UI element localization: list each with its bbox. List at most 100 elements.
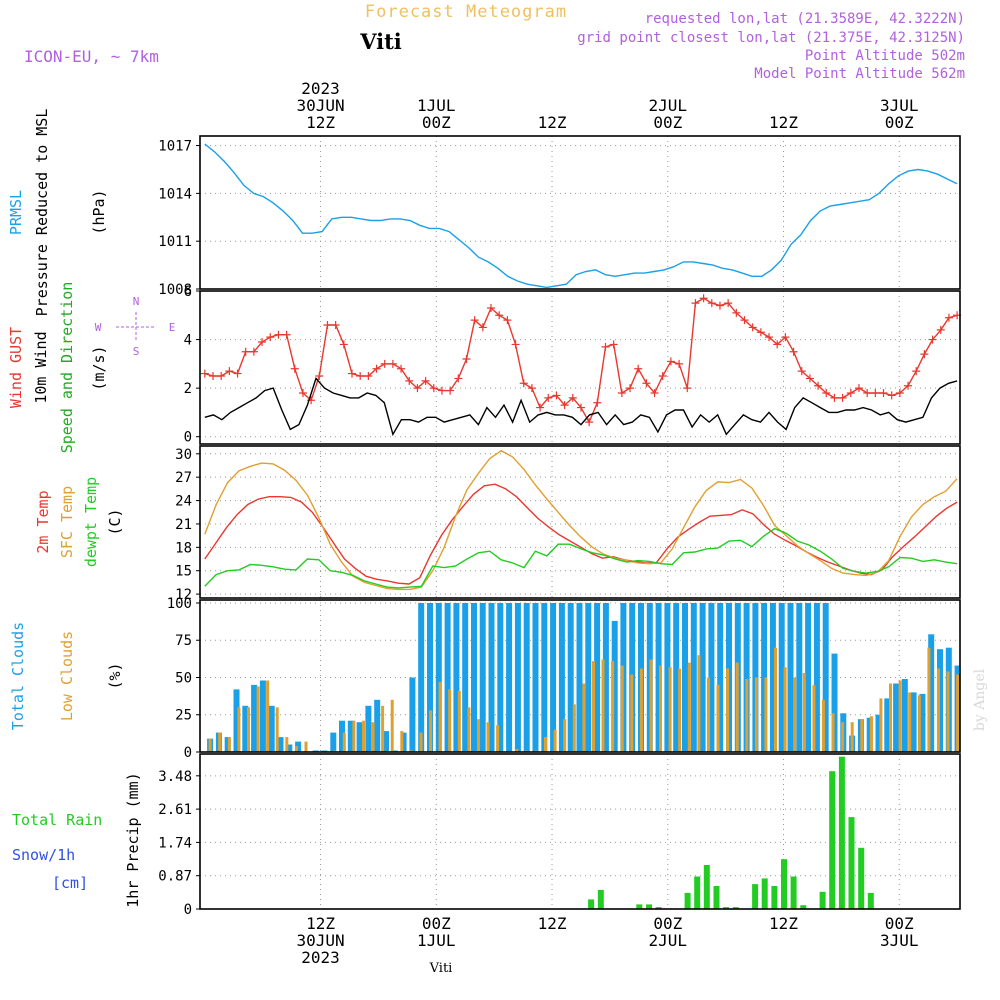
total-bar <box>910 692 917 752</box>
low-bar <box>371 722 375 752</box>
low-bar <box>247 707 250 752</box>
rain-bar <box>829 771 836 909</box>
panel-unit: (C) <box>106 508 124 535</box>
sfc-line <box>204 449 958 591</box>
time-label-top: 2023 <box>301 79 340 98</box>
gust-marker <box>437 386 446 395</box>
y-tick-label: 0 <box>184 902 192 918</box>
low-bar <box>745 679 749 752</box>
total-bar <box>506 603 513 752</box>
low-bar <box>448 689 452 752</box>
total-bar <box>347 720 354 752</box>
gust-marker <box>266 333 275 342</box>
y-tick-label: 21 <box>175 517 192 533</box>
gust-marker <box>487 304 496 312</box>
gust-marker <box>634 364 643 373</box>
time-label-bottom: 2JUL <box>649 931 688 950</box>
total-bar <box>805 603 812 752</box>
total-bar <box>796 603 803 752</box>
low-bar <box>304 741 308 752</box>
low-bar <box>601 659 605 752</box>
gust-marker <box>781 333 790 342</box>
gust-marker <box>413 384 422 393</box>
low-bar <box>917 695 921 752</box>
total-bar <box>330 732 337 752</box>
gust-marker <box>225 367 234 376</box>
low-bar <box>707 677 710 752</box>
gust-marker <box>920 350 929 359</box>
low-bar <box>294 746 298 752</box>
gust-marker <box>495 311 504 320</box>
gust-marker <box>519 379 528 388</box>
panel-label: Pressure Reduced to MSL <box>33 109 51 317</box>
y-tick-label: 100 <box>167 596 192 612</box>
location-name: Viti <box>359 29 402 54</box>
low-bar <box>381 705 385 752</box>
total-bar <box>602 603 609 752</box>
total-bar <box>558 603 565 752</box>
gust-marker <box>609 340 618 349</box>
gust-marker <box>527 384 536 393</box>
gust-marker <box>405 376 414 385</box>
total-bar <box>919 693 926 752</box>
gust-marker <box>814 381 823 390</box>
total-bar <box>435 603 442 752</box>
panel-label: SFC Temp <box>58 486 76 558</box>
time-label-bottom: 00Z <box>885 914 914 933</box>
low-bar <box>726 668 730 752</box>
low-bar <box>362 720 365 752</box>
rain-bar <box>588 899 595 909</box>
low-bar <box>496 725 500 752</box>
total-bar <box>928 634 935 752</box>
gust-marker <box>258 338 267 346</box>
total-bar <box>400 732 407 752</box>
rain-bar <box>858 847 865 909</box>
low-bar <box>419 732 423 752</box>
wind-line <box>204 377 958 437</box>
gust-marker <box>904 381 913 390</box>
total-bar <box>268 705 275 752</box>
model-altitude: Model Point Altitude 562m <box>754 66 965 82</box>
total-bar <box>418 603 425 752</box>
low-bar <box>659 665 662 752</box>
low-bar <box>678 668 682 752</box>
total-bar <box>427 603 433 752</box>
gust-marker <box>773 340 782 349</box>
low-bar <box>783 667 787 752</box>
low-bar <box>429 710 433 752</box>
gust-marker <box>421 376 430 385</box>
rain-bar <box>771 886 778 909</box>
gust-marker <box>854 384 863 393</box>
gust-marker <box>331 321 340 329</box>
time-label-top: 00Z <box>422 113 451 132</box>
total-bar <box>259 680 266 752</box>
gust-marker <box>315 372 324 380</box>
low-bar <box>927 647 931 752</box>
gust-marker <box>503 316 512 325</box>
gust-marker <box>871 389 880 397</box>
time-label-bottom: 12Z <box>306 914 335 933</box>
total-bar <box>673 603 680 752</box>
gust-marker <box>928 335 937 344</box>
total-bar <box>831 653 838 752</box>
gust-marker <box>887 391 896 400</box>
gust-marker <box>356 372 365 380</box>
low-bar <box>735 662 739 752</box>
low-bar <box>649 659 653 752</box>
y-tick-label: 1017 <box>158 139 192 155</box>
time-label-bottom: 30JUN <box>296 931 344 950</box>
low-bar <box>793 677 797 752</box>
gust-marker <box>879 389 888 397</box>
total-bar <box>453 603 460 752</box>
total-bar <box>655 603 662 752</box>
gust-marker <box>339 340 348 349</box>
time-label-bottom: 00Z <box>422 914 451 933</box>
panel-3: 12 15 18 21 24 27 30 2m Temp SFC Temp dewpt Temp (… <box>34 445 961 603</box>
total-bar <box>567 603 574 752</box>
total-bar <box>682 603 688 752</box>
gust-marker <box>511 340 520 349</box>
total-bar <box>594 603 601 752</box>
gust-marker <box>944 313 953 322</box>
gust-marker <box>397 364 406 373</box>
